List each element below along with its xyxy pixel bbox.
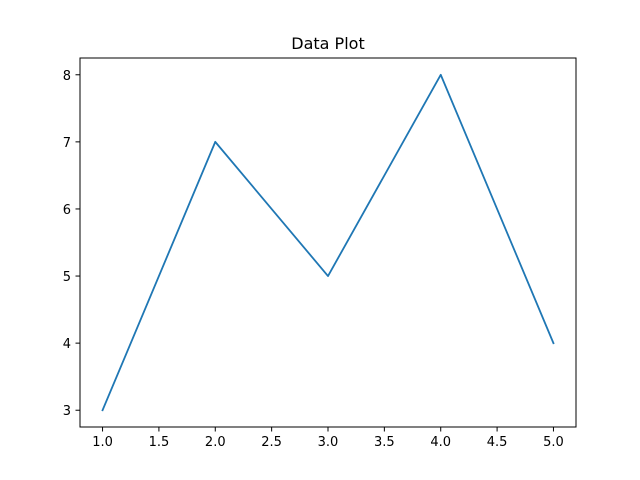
- plot-area-frame: [79, 57, 577, 428]
- y-tick-label: 8: [63, 69, 71, 84]
- y-tick-label: 3: [63, 404, 71, 419]
- x-tick-label: 2.0: [205, 435, 226, 450]
- x-tick-label: 4.0: [430, 435, 451, 450]
- y-tick-label: 4: [63, 337, 71, 352]
- y-tick-label: 6: [63, 203, 71, 218]
- y-tick-label: 5: [63, 270, 71, 285]
- x-tick-label: 4.5: [487, 435, 508, 450]
- x-tick-label: 1.5: [149, 435, 170, 450]
- chart-title: Data Plot: [291, 34, 364, 53]
- series-line: [101, 73, 555, 412]
- x-tick-label: 3.5: [374, 435, 395, 450]
- x-tick-label: 2.5: [261, 435, 282, 450]
- x-tick-label: 1.0: [92, 435, 113, 450]
- x-tick-label: 3.0: [318, 435, 339, 450]
- plot-series: [101, 73, 555, 412]
- y-axis: 3 4 5 6 7 8: [63, 69, 80, 419]
- x-axis: 1.0 1.5 2.0 2.5 3.0 3.5 4.0 4.5 5.0: [92, 427, 564, 450]
- x-tick-label: 5.0: [543, 435, 564, 450]
- y-tick-label: 7: [63, 136, 71, 151]
